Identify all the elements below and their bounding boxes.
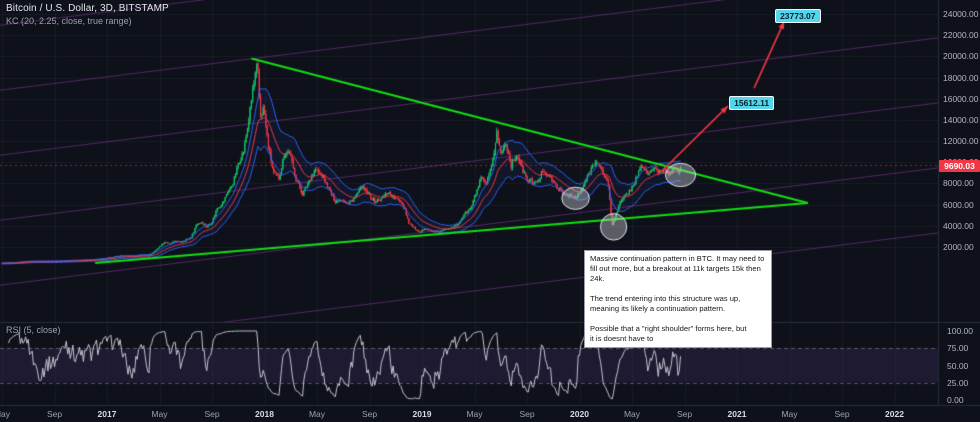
time-axis-label: Sep [676, 409, 693, 419]
time-axis-label: 2022 [885, 409, 904, 419]
time-axis-label: Sep [361, 409, 378, 419]
rsi-legend[interactable]: RSI (5, close) [6, 325, 61, 335]
price-tick-label: 16000.00 [943, 93, 979, 104]
symbol-title[interactable]: Bitcoin / U.S. Dollar, 3D, BITSTAMP [6, 3, 169, 14]
time-axis-label: May [623, 409, 641, 419]
analysis-note[interactable]: Massive continuation pattern in BTC. It … [584, 250, 772, 349]
time-axis-label: May [0, 409, 11, 419]
price-tick-label: 12000.00 [943, 136, 979, 147]
price-tick-label: 14000.00 [943, 114, 979, 125]
kc-indicator-legend[interactable]: KC (20, 2.25, close, true range) [6, 16, 132, 26]
symbol-legend: Bitcoin / U.S. Dollar, 3D, BITSTAMP KC (… [6, 3, 169, 26]
time-axis-label: 2019 [412, 409, 432, 419]
rsi-tick-label: 100.00 [947, 326, 973, 336]
price-tick-label: 2000.00 [943, 242, 974, 252]
rsi-tick-label: 50.00 [947, 360, 969, 371]
price-tick-label: 4000.00 [943, 220, 974, 231]
price-tick-label: 6000.00 [943, 199, 974, 210]
rsi-tick-label: 75.00 [947, 343, 969, 354]
time-axis-label: 2021 [727, 409, 747, 419]
last-price-label: 9690.03 [939, 159, 980, 172]
time-axis-label: Sep [519, 409, 535, 419]
time-axis-label: 2020 [570, 409, 589, 419]
price-target-label-mid[interactable]: 15612.11 [729, 95, 775, 110]
price-tick-label: 22000.00 [943, 30, 979, 41]
price-tick-label: 24000.00 [943, 9, 979, 19]
price-target-label-high[interactable]: 23773.07 [775, 9, 821, 24]
rsi-tick-label: 25.00 [947, 377, 969, 388]
rsi-tick-label: 0.00 [947, 395, 964, 405]
time-axis-label: May [781, 409, 798, 419]
time-axis-label: Sep [46, 409, 63, 419]
price-tick-label: 20000.00 [943, 51, 979, 62]
time-axis-label: Sep [834, 409, 850, 419]
time-axis-label: Sep [204, 409, 220, 419]
price-tick-label: 8000.00 [943, 178, 974, 189]
time-axis-label: May [466, 409, 483, 419]
time-axis-label: May [151, 409, 168, 419]
time-axis-label: 2017 [97, 409, 117, 419]
time-axis-label: May [308, 409, 326, 419]
time-axis-label: 2018 [255, 409, 274, 419]
price-tick-label: 18000.00 [943, 72, 979, 83]
